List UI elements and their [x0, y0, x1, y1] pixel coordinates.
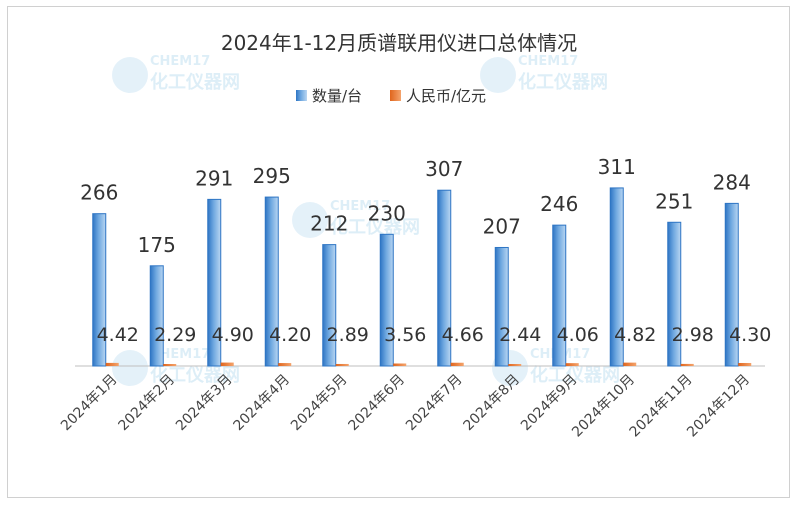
watermark-brand: CHEM17: [150, 347, 210, 362]
bar-rmb: [738, 362, 752, 366]
watermark-tagline: 化工仪器网: [150, 71, 240, 93]
bar-quantity: [724, 202, 739, 367]
legend-swatch-rmb: [390, 90, 401, 101]
bar-rmb: [163, 364, 177, 366]
data-label-quantity: 295: [253, 164, 291, 188]
bar-rmb: [105, 362, 119, 366]
legend-swatch-quantity: [296, 90, 307, 101]
data-label-rmb: 4.82: [614, 324, 656, 346]
x-tick-labels-group: 2024年1月2024年2月2024年3月2024年4月2024年5月2024年…: [58, 372, 753, 441]
bar-rmb: [565, 363, 579, 366]
data-label-rmb: 4.20: [269, 324, 311, 346]
watermark-brand: CHEM17: [330, 199, 390, 214]
watermark-tagline: 化工仪器网: [330, 216, 420, 238]
bar-rmb: [393, 363, 407, 366]
data-label-rmb: 2.98: [672, 324, 714, 346]
x-tick-label: 2024年1月: [58, 372, 121, 435]
data-label-quantity: 212: [310, 212, 348, 236]
bar-rmb: [450, 362, 464, 366]
bar-quantity: [92, 213, 107, 367]
watermark-brand: CHEM17: [518, 54, 578, 69]
data-label-quantity: 246: [540, 192, 578, 216]
data-label-quantity: 207: [483, 214, 521, 238]
watermark-tagline: 化工仪器网: [150, 364, 240, 386]
bar-quantity: [322, 244, 337, 367]
data-label-quantity: 230: [368, 201, 406, 225]
legend-label-quantity: 数量/台: [312, 87, 362, 105]
data-label-rmb: 4.42: [97, 324, 139, 346]
bar-quantity: [552, 224, 567, 367]
x-tick-label: 2024年5月: [288, 372, 351, 435]
data-label-quantity: 284: [713, 170, 751, 194]
x-tick-label: 2024年7月: [403, 372, 466, 435]
data-label-quantity: 307: [425, 157, 463, 181]
bar-quantity: [264, 196, 279, 367]
data-label-quantity: 291: [195, 166, 233, 190]
data-label-quantity: 266: [80, 181, 118, 205]
bar-quantity: [379, 233, 394, 367]
watermark-logo: CHEM17 化工仪器网: [292, 199, 420, 238]
bar-quantity: [667, 221, 682, 367]
watermark-brand: CHEM17: [150, 54, 210, 69]
chart-frame: [7, 6, 790, 498]
x-tick-label: 2024年8月: [460, 372, 523, 435]
bar-rmb: [508, 364, 522, 366]
legend: 数量/台 人民币/亿元: [296, 87, 486, 105]
watermark-tagline: 化工仪器网: [530, 364, 620, 386]
legend-label-rmb: 人民币/亿元: [406, 87, 486, 105]
bar-quantity: [437, 189, 452, 367]
data-label-quantity: 311: [598, 155, 636, 179]
data-label-rmb: 2.29: [154, 324, 196, 346]
data-label-rmb: 4.30: [729, 324, 771, 346]
bar-quantity: [149, 265, 164, 367]
bar-rmb: [623, 362, 637, 366]
bar-rmb: [335, 363, 349, 366]
watermark-logo: CHEM17 化工仪器网: [112, 347, 240, 386]
watermark-logo: CHEM17 化工仪器网: [112, 54, 240, 93]
data-label-rmb: 2.89: [327, 324, 369, 346]
data-label-quantity: 251: [655, 189, 693, 213]
data-label-rmb: 2.44: [499, 324, 541, 346]
bar-quantity: [207, 198, 222, 367]
data-label-rmb: 4.90: [212, 324, 254, 346]
data-label-rmb: 4.06: [557, 324, 599, 346]
bar-rmb: [278, 363, 292, 366]
bar-quantity: [494, 246, 509, 367]
data-labels-group: 266 4.42 175 2.29 291 4.90 295 4.20 212 2.89 230 3.…: [80, 155, 771, 346]
bar-quantity: [609, 187, 624, 367]
bar-rmb: [220, 362, 234, 366]
data-label-quantity: 175: [138, 233, 176, 257]
watermark-logo: CHEM17 化工仪器网: [480, 54, 608, 93]
x-tick-label: 2024年6月: [345, 372, 408, 435]
bar-rmb: [680, 363, 694, 366]
data-label-rmb: 4.66: [442, 324, 484, 346]
data-label-rmb: 3.56: [384, 324, 426, 346]
bars-group: [92, 187, 752, 367]
watermark-tagline: 化工仪器网: [518, 71, 608, 93]
chart-title: 2024年1-12月质谱联用仪进口总体情况: [221, 31, 577, 55]
